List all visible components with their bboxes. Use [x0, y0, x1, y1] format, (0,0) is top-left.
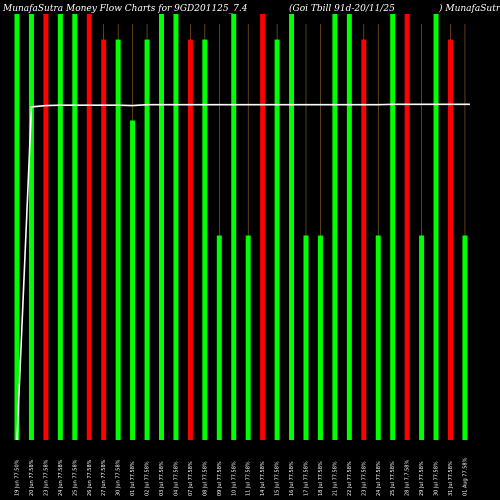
x-tick-label-1: 20 Jun 77.58% [29, 459, 35, 496]
bar-15 [231, 14, 237, 440]
x-tick-label-2: 23 Jun 77.58% [43, 459, 49, 496]
line-layer [16, 103, 470, 441]
chart-title-left: MunafaSutra Money Flow Charts for 9GD201… [2, 4, 248, 14]
bar-8 [130, 120, 136, 440]
bar-9 [144, 39, 150, 441]
bar-19 [289, 14, 295, 440]
x-tick-label-0: 19 Jun 77.50% [15, 459, 21, 496]
x-tick-label-22: 21 Jul 77.58% [332, 461, 338, 496]
bar-25 [375, 235, 381, 440]
x-tick-label-21: 18 Jul 77.58% [318, 461, 324, 496]
bar-31 [462, 235, 468, 440]
x-tick-label-3: 24 Jun 77.58% [58, 459, 64, 496]
x-tick-label-10: 03 Jul 77.58% [159, 461, 165, 496]
bar-17 [260, 14, 266, 440]
bar-16 [245, 235, 251, 440]
bar-29 [433, 14, 439, 440]
bar-6 [101, 39, 107, 441]
x-tick-label-16: 11 Jul 77.58% [246, 461, 252, 496]
x-tick-label-26: 25 Jul 77.58% [390, 461, 396, 496]
x-tick-label-6: 27 Jun 77.58% [101, 459, 107, 496]
x-tick-label-30: 31 Jul 77.58% [448, 461, 454, 496]
x-tick-label-14: 09 Jul 77.58% [217, 461, 223, 496]
bar-10 [159, 14, 164, 440]
x-tick-label-9: 02 Jul 77.58% [145, 461, 151, 496]
price-line [16, 103, 470, 441]
bar-1 [28, 14, 34, 440]
x-tick-label-28: 29 Jul 77.58% [419, 461, 425, 496]
x-tick-label-18: 15 Jul 77.58% [275, 461, 281, 496]
bar-12 [187, 39, 193, 441]
x-tick-label-24: 23 Jul 77.58% [361, 461, 367, 496]
x-tick-label-12: 07 Jul 77.58% [188, 461, 194, 496]
bar-14 [216, 235, 222, 440]
x-tick-label-23: 22 Jul 77.58% [347, 461, 353, 496]
x-tick-label-13: 08 Jul 77.58% [202, 461, 208, 496]
bar-27 [404, 14, 410, 440]
bar-28 [419, 235, 425, 440]
chart-title-right: ) MunafaSutra.com [438, 3, 500, 14]
x-tick-label-11: 04 Jul 77.58% [173, 461, 179, 496]
x-tick-label-19: 16 Jul 77.58% [289, 461, 295, 496]
bars-layer [14, 14, 468, 441]
x-tick-label-20: 17 Jul 77.58% [304, 461, 310, 496]
x-tick-label-5: 26 Jun 77.58% [87, 459, 93, 496]
bar-21 [317, 235, 323, 440]
bar-24 [361, 39, 367, 441]
bar-2 [43, 14, 49, 440]
bar-11 [173, 14, 179, 440]
x-tick-label-15: 10 Jul 77.58% [231, 461, 237, 496]
x-tick-label-4: 25 Jun 77.58% [72, 459, 78, 496]
x-tick-label-25: 24 Jul 77.58% [376, 461, 382, 496]
bar-23 [346, 14, 352, 440]
bar-4 [72, 14, 78, 440]
bar-7 [115, 39, 121, 441]
x-tick-label-27: 28 Jul 7.7.58% [405, 460, 411, 496]
bar-30 [448, 39, 453, 441]
bar-5 [86, 14, 92, 440]
x-tick-label-7: 30 Jun 77.58% [116, 459, 122, 496]
x-tick-label-17: 14 Jul 77.58% [260, 461, 266, 496]
x-tick-label-31: 01 Aug 77.58% [462, 457, 468, 496]
bar-0 [14, 14, 20, 440]
bar-13 [202, 39, 208, 441]
bar-22 [332, 14, 338, 440]
bar-18 [274, 39, 280, 441]
bar-3 [57, 14, 63, 440]
bar-26 [390, 14, 396, 440]
label-layer: 19 Jun 77.50% 20 Jun 77.58% 23 Jun 77.58% 2… [15, 457, 469, 496]
x-tick-label-29: 30 Jul 77.58% [434, 461, 440, 496]
bar-20 [303, 235, 309, 440]
x-tick-label-8: 01 Jul 77.58% [130, 461, 136, 496]
chart-title-mid: (Goi Tbill 91d-20/11/25 [289, 3, 395, 14]
